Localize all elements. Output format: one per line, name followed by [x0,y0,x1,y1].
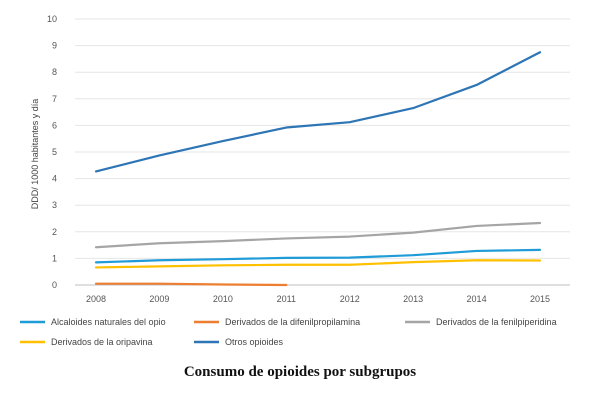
y-tick-label: 5 [52,147,57,157]
x-tick-label: 2014 [467,294,487,304]
y-tick-label: 2 [52,227,57,237]
legend-label: Alcaloides naturales del opio [51,317,166,327]
series-lines [94,51,542,287]
line-chart: 0 1 2 3 4 5 6 7 8 9 10 2008 2009 2010 2011 2012 2013 201… [20,14,570,347]
y-tick-label: 8 [52,67,57,77]
y-tick-label: 10 [47,14,57,24]
legend-label: Otros opioides [225,337,284,347]
x-tick-label: 2009 [149,294,169,304]
series-line [94,221,542,249]
legend: Alcaloides naturales del opio Derivados d… [20,317,557,347]
x-tick-label: 2010 [213,294,233,304]
x-tick-label: 2015 [530,294,550,304]
legend-label: Derivados de la oripavina [51,337,153,347]
y-axis-ticks: 0 1 2 3 4 5 6 7 8 9 10 [47,14,57,290]
x-tick-label: 2008 [86,294,106,304]
x-tick-label: 2012 [340,294,360,304]
legend-label: Derivados de la difenilpropilamina [225,317,360,327]
legend-label: Derivados de la fenilpiperidina [436,317,557,327]
x-tick-label: 2011 [277,294,296,304]
y-tick-label: 0 [52,280,57,290]
y-tick-label: 9 [52,41,57,51]
y-tick-label: 7 [52,94,57,104]
x-tick-label: 2013 [403,294,423,304]
y-axis-label: DDD/ 1000 habitantes y día [30,99,40,210]
series-line [94,282,288,287]
series-line [94,51,542,173]
y-tick-label: 6 [52,120,57,130]
gridlines [75,18,570,286]
y-tick-label: 3 [52,200,57,210]
y-tick-label: 4 [52,174,57,184]
series-line [94,248,542,264]
x-axis-ticks: 2008 2009 2010 2011 2012 2013 2014 2015 [86,294,550,304]
y-tick-label: 1 [52,253,57,263]
series-line [94,259,542,269]
figure-caption: Consumo de opioides por subgrupos [183,364,417,380]
